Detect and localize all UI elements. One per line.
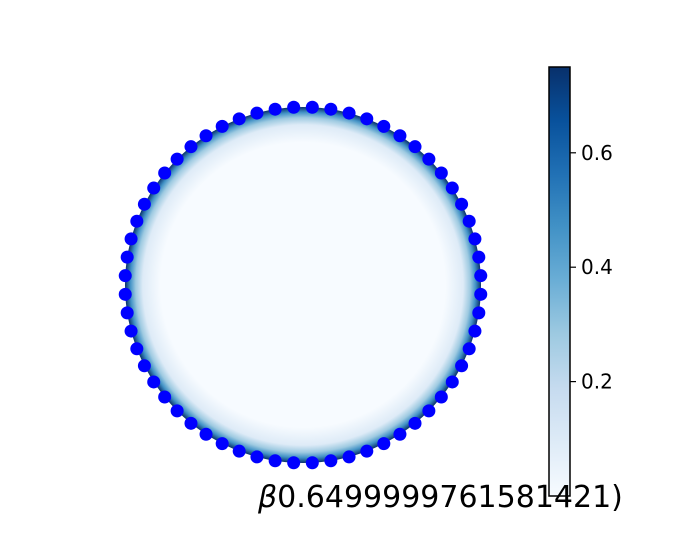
scatter-point [118, 269, 132, 283]
scatter-point [268, 102, 282, 116]
scatter-point [232, 444, 246, 458]
scatter-point [445, 375, 459, 389]
scatter-point [158, 390, 172, 404]
scatter-point [468, 232, 482, 246]
scatter-points [118, 100, 488, 470]
scatter-point [377, 437, 391, 451]
colorbar-gradient-bar [548, 66, 571, 497]
scatter-point [130, 214, 144, 228]
scatter-point [130, 342, 144, 356]
scatter-point [393, 427, 407, 441]
scatter-point [215, 119, 229, 133]
plot-area [118, 100, 488, 470]
scatter-point [434, 390, 448, 404]
scatter-point [324, 102, 338, 116]
scatter-point [408, 416, 422, 430]
scatter-point [120, 250, 134, 264]
colorbar-tick-label: 0.6 [581, 141, 613, 165]
scatter-point [170, 404, 184, 418]
scatter-point [199, 129, 213, 143]
scatter-point [158, 166, 172, 180]
scatter-point [287, 456, 301, 470]
caption-text: β0.6499999761581421) [257, 480, 623, 515]
scatter-point [184, 416, 198, 430]
scatter-point [215, 437, 229, 451]
scatter-point [462, 214, 476, 228]
scatter-point [472, 306, 486, 320]
scatter-point [268, 454, 282, 468]
colorbar: 0.2 0.4 0.6 [548, 66, 613, 497]
scatter-point [124, 324, 138, 338]
caption-symbol: β [257, 480, 277, 515]
scatter-point [455, 197, 469, 211]
scatter-point [147, 181, 161, 195]
scatter-point [360, 444, 374, 458]
scatter-point [287, 100, 301, 114]
scatter-point [118, 287, 132, 301]
scatter-point [137, 197, 151, 211]
scatter-point [474, 269, 488, 283]
colorbar-ticks: 0.2 0.4 0.6 [570, 141, 613, 394]
scatter-point [468, 324, 482, 338]
scatter-point [342, 450, 356, 464]
scatter-point [147, 375, 161, 389]
scatter-point [422, 404, 436, 418]
scatter-point [184, 140, 198, 154]
contour-fill [125, 107, 481, 463]
scatter-point [170, 152, 184, 166]
scatter-point [137, 359, 151, 373]
scatter-point [324, 454, 338, 468]
scatter-point [305, 456, 319, 470]
scatter-point [474, 287, 488, 301]
scatter-point [462, 342, 476, 356]
scatter-point [232, 112, 246, 126]
scatter-point [472, 250, 486, 264]
caption-value: 0.6499999761581421) [277, 480, 623, 515]
scatter-point [445, 181, 459, 195]
scatter-point [124, 232, 138, 246]
scatter-point [360, 112, 374, 126]
scatter-point [377, 119, 391, 133]
scatter-point [199, 427, 213, 441]
scatter-point [422, 152, 436, 166]
scatter-point [434, 166, 448, 180]
scatter-point [250, 106, 264, 120]
scatter-point [455, 359, 469, 373]
scatter-point [393, 129, 407, 143]
scatter-point [305, 100, 319, 114]
colorbar-tick-label: 0.2 [581, 370, 613, 394]
scatter-point [120, 306, 134, 320]
colorbar-tick-label: 0.4 [581, 255, 613, 279]
scatter-point [250, 450, 264, 464]
scatter-point [342, 106, 356, 120]
scatter-point [408, 140, 422, 154]
